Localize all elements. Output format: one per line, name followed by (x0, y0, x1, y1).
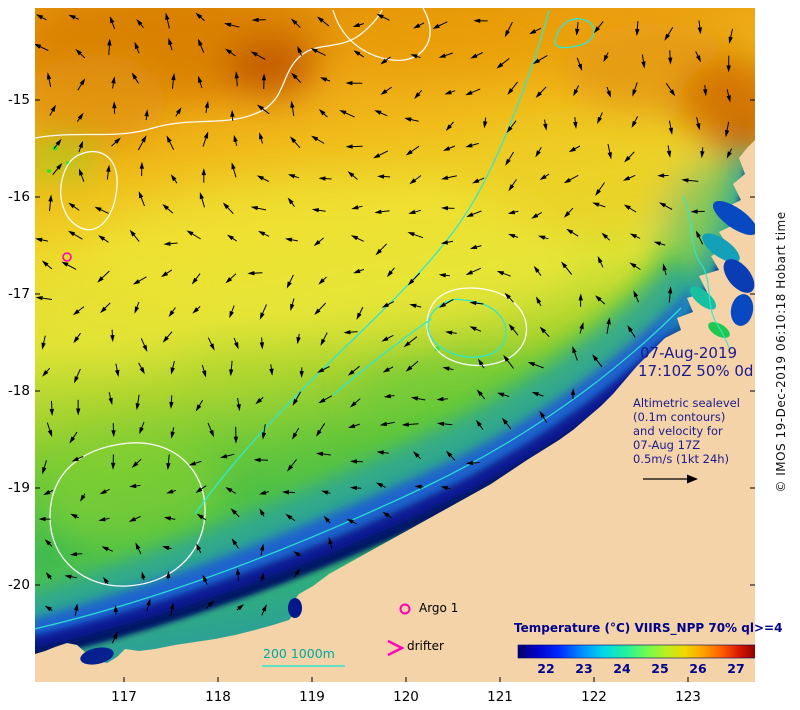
drifter-legend-label: drifter (407, 639, 444, 653)
velocity-scale-arrow (643, 474, 698, 484)
lon-tick-label: 123 (675, 689, 701, 705)
info-line: and velocity for (633, 424, 723, 438)
lon-tick-label: 121 (487, 689, 513, 705)
temperature-colorbar (517, 644, 755, 659)
lat-tick-label: -18 (7, 383, 30, 399)
info-line: Altimetric sealevel (633, 396, 740, 410)
info-line: 0.5m/s (1kt 24h) (633, 452, 730, 466)
velocity-arrows (35, 12, 733, 644)
colorbar-tick-label: 26 (689, 661, 707, 676)
lon-tick-label: 118 (205, 689, 231, 705)
lat-tick-label: -19 (7, 480, 30, 496)
argo-float-marker (62, 252, 72, 262)
axis-tick-marks (35, 99, 755, 682)
coastal-inlets (80, 200, 755, 665)
colorbar-tick-label: 27 (727, 661, 745, 676)
sealevel-contours (35, 8, 528, 587)
drifter-legend-marker (387, 639, 405, 657)
argo-legend-label: Argo 1 (419, 601, 459, 615)
lon-tick-label: 120 (393, 689, 419, 705)
info-line: 07-Aug 17Z (633, 438, 701, 452)
lat-tick-label: -15 (7, 92, 30, 108)
land-mass (35, 140, 755, 682)
altimetric-info-block: Altimetric sealevel (0.1m contours) and ve… (633, 396, 740, 466)
lat-tick-label: -20 (7, 577, 30, 593)
lat-tick-label: -16 (7, 189, 30, 205)
argo-legend-marker (399, 603, 411, 615)
date-label: 07-Aug-2019 (640, 344, 738, 362)
lon-tick-label: 119 (299, 689, 325, 705)
map-canvas (35, 8, 755, 682)
colorbar-tick-label: 22 (537, 661, 555, 676)
colorbar-title: Temperature (°C) VIIRS_NPP 70% ql>=4 (514, 621, 783, 635)
info-line: (0.1m contours) (633, 410, 726, 424)
lat-tick-label: -17 (7, 286, 30, 302)
time-quality-label: 17:10Z 50% 0d (638, 362, 754, 380)
credit-text: © IMOS 19-Dec-2019 06:10:18 Hobart time (774, 211, 788, 493)
colorbar-tick-label: 23 (575, 661, 593, 676)
colorbar-tick-label: 25 (651, 661, 669, 676)
bathymetry-legend-label: 200 1000m (263, 646, 335, 661)
lon-tick-label: 122 (581, 689, 607, 705)
lon-tick-label: 117 (111, 689, 137, 705)
colorbar-tick-label: 24 (613, 661, 631, 676)
